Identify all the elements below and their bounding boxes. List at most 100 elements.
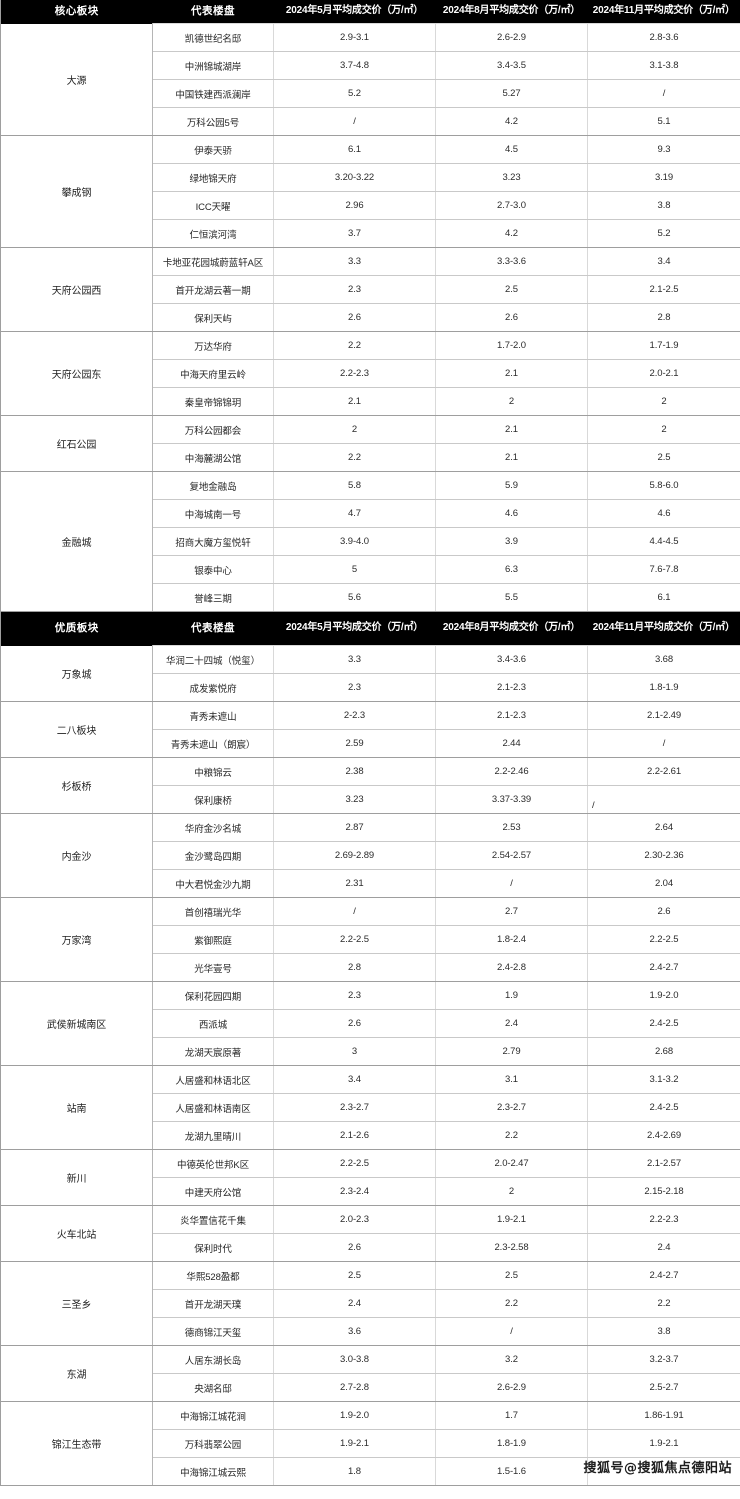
table-row: 仁恒滨河湾 3.7 4.2 5.2 [1,219,740,249]
table-row: 中大君悦金沙九期 2.31/2.04 [1,869,740,899]
price-aug-cell: 1.9-2.1 [435,1205,588,1235]
header-cell-aug: 2024年8月平均成交价（万/㎡） [435,0,588,24]
price-nov-cell: 2.4 [587,1233,740,1263]
price-nov-cell: 5.8-6.0 [587,471,740,501]
project-name-cell: 华润二十四城（悦玺） [152,645,274,675]
project-name-cell: 万科翡翠公园 [152,1429,274,1459]
price-nov-cell: 2.6 [587,897,740,927]
price-may-cell: 3.7 [273,219,436,249]
header-cell-may: 2024年5月平均成交价（万/㎡） [273,0,436,24]
project-name-cell: 紫御熙庭 [152,925,274,955]
price-aug-cell: 2.1-2.3 [435,701,588,731]
header-cell-aug: 2024年8月平均成交价（万/㎡） [435,611,588,646]
price-may-cell: 2.0-2.3 [273,1205,436,1235]
price-aug-cell: 2.3-2.58 [435,1233,588,1263]
project-name-cell: 青秀未遮山（朗宸） [152,729,274,759]
price-aug-cell: 2.5 [435,275,588,305]
table-row: 保利时代 2.6 2.3-2.58 2.4 [1,1233,740,1263]
table-row: 天府公园东 万达华府 2.2 1.7-2.0 1.7-1.9 [0,331,740,417]
price-may-cell: 5.2 [273,79,436,109]
price-nov-cell: 2.2-2.61 [587,757,740,787]
project-name-cell: 华府金沙名城 [152,813,274,843]
project-name-cell: 中德英伦世邦K区 [152,1149,274,1179]
project-name-cell: 保利康桥 [152,785,274,815]
table-row: 万象城 华润二十四城（悦玺） 3.3 3.4-3.6 3.68 [0,645,740,703]
price-may-cell: 2.96 [273,191,436,221]
header-cell-block: 优质板块 [0,611,153,646]
block-name-cell: 二八板块 [0,701,153,759]
price-aug-cell: 5.5 [435,583,588,613]
price-aug-cell: 4.2 [435,107,588,137]
header-cell-nov: 2024年11月平均成交价（万/㎡） [587,611,740,646]
price-aug-cell: 1.9 [435,981,588,1011]
table-row: 武侯新城南区 保利花园四期 2.3 1.9 1.9-2.0 [0,981,740,1067]
price-may-cell: 2.31 [273,869,436,899]
price-may-cell: 3.7-4.8 [273,51,436,81]
price-aug-cell: 2.4 [435,1009,588,1039]
block-name-cell: 东湖 [0,1345,153,1403]
price-aug-cell: 3.4-3.6 [435,645,588,675]
table-row: 新川 中德英伦世邦K区 2.2-2.5 2.0-2.47 2.1-2.57 [0,1149,740,1207]
price-may-cell: 1.9-2.1 [273,1429,436,1459]
price-nov-cell: 1.7-1.9 [587,331,740,361]
table-row: 中海麓湖公馆 2.2 2.1 2.5 [1,443,740,473]
price-aug-cell: 2.6 [435,303,588,333]
price-aug-cell: 5.27 [435,79,588,109]
price-nov-cell [587,1457,740,1487]
price-aug-cell: 2.1 [435,443,588,473]
table-row: 成发紫悦府 2.3 2.1-2.3 1.8-1.9 [1,673,740,703]
price-may-cell: 6.1 [273,135,436,165]
table-row: 誉峰三期 5.6 5.5 6.1 [1,583,740,613]
price-may-cell: 2.3 [273,981,436,1011]
header-cell-may: 2024年5月平均成交价（万/㎡） [273,611,436,646]
block-name-cell: 内金沙 [0,813,153,899]
block-name-cell: 大源 [0,23,153,137]
price-may-cell: 2.6 [273,303,436,333]
project-name-cell: 仁恒滨河湾 [152,219,274,249]
price-aug-cell: 3.37-3.39 [435,785,588,815]
table-row: 中海城南一号 4.7 4.6 4.6 [1,499,740,529]
table-row: 中建天府公馆 2.3-2.4 2 2.15-2.18 [1,1177,740,1207]
price-aug-cell: 3.3-3.6 [435,247,588,277]
price-may-cell: 2.1 [273,387,436,417]
price-nov-cell: 2.68 [587,1037,740,1067]
block-name-cell: 万家湾 [0,897,153,983]
table-row: 央湖名邸 2.7-2.8 2.6-2.9 2.5-2.7 [1,1373,740,1403]
block-name-cell: 杉板桥 [0,757,153,815]
price-nov-cell: 2.5 [587,443,740,473]
project-name-cell: 龙湖天宸原著 [152,1037,274,1067]
table-row: 人居盛和林语南区 2.3-2.7 2.3-2.7 2.4-2.5 [1,1093,740,1123]
block-name-cell: 天府公园西 [0,247,153,333]
project-name-cell: 秦皇帝锦锦玥 [152,387,274,417]
header-cell-block: 核心板块 [0,0,153,24]
price-nov-cell: 2.1-2.5 [587,275,740,305]
price-nov-cell: 9.3 [587,135,740,165]
header-cell-nov: 2024年11月平均成交价（万/㎡） [587,0,740,24]
price-may-cell: 1.9-2.0 [273,1401,436,1431]
price-nov-cell: 2.2-2.5 [587,925,740,955]
project-name-cell: 万科公园5号 [152,107,274,137]
price-nov-cell: 1.8-1.9 [587,673,740,703]
project-name-cell: 金沙鹭岛四期 [152,841,274,871]
price-aug-cell: 5.9 [435,471,588,501]
price-nov-cell: 3.1-3.2 [587,1065,740,1095]
header-cell-project: 代表楼盘 [152,611,274,646]
price-nov-cell: 2.15-2.18 [587,1177,740,1207]
price-nov-cell: 5.1 [587,107,740,137]
price-nov-cell: 3.2-3.7 [587,1345,740,1375]
price-nov-cell: 3.4 [587,247,740,277]
price-aug-cell: 2 [435,387,588,417]
price-aug-cell: 4.6 [435,499,588,529]
table-row: 杉板桥 中粮锦云 2.38 2.2-2.46 2.2-2.61 [0,757,740,815]
price-nov-cell: 2.64 [587,813,740,843]
price-aug-cell: 2.44 [435,729,588,759]
price-may-cell: 2.3-2.7 [273,1093,436,1123]
price-nov-cell: 1.86-1.91 [587,1401,740,1431]
price-nov-cell: 2.04 [587,869,740,899]
project-name-cell: 卡地亚花园城蔚蓝轩A区 [152,247,274,277]
price-may-cell: 2.3-2.4 [273,1177,436,1207]
project-name-cell: 光华壹号 [152,953,274,983]
price-may-cell: 2.38 [273,757,436,787]
price-aug-cell: / [435,1317,588,1347]
